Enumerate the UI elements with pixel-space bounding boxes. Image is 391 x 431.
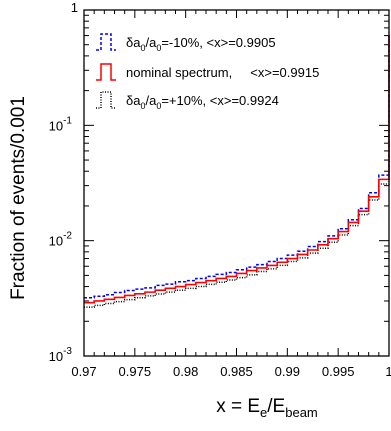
y-tick-exp: -3 [63, 346, 72, 357]
legend-label-2: δa0/a0=+10%, <x>=0.9924 [126, 93, 279, 111]
series-layer [84, 32, 390, 308]
legend-prefix: nominal spectrum, [126, 65, 232, 80]
legend-symbol-2 [96, 91, 116, 109]
tick-labels: 0.97 0.975 0.98 0.985 0.99 0.995 110-310-210-1… [49, 0, 391, 379]
x-axis-label-sub1: e [260, 405, 267, 420]
series-line-1 [84, 35, 390, 304]
legend-sub: 0 [156, 101, 161, 111]
x-tick-label: 0.985 [220, 364, 253, 379]
legend-sub: 0 [156, 43, 161, 53]
legend-mid: /a [145, 35, 157, 50]
legend-prefix: δa [126, 93, 141, 108]
x-tick-label: 0.975 [119, 364, 152, 379]
y-tick-label: 10-2 [49, 231, 73, 249]
y-tick-exp: -2 [63, 231, 72, 242]
y-tick-base: 1 [71, 0, 78, 15]
y-tick-base: 10 [49, 234, 63, 249]
legend-rest: =-10%, <x>=0.9905 [161, 35, 275, 50]
legend-rest: =+10%, <x>=0.9924 [161, 93, 278, 108]
legend-label-0: δa0/a0=-10%, <x>=0.9905 [126, 35, 276, 53]
y-axis-label: Fraction of events/0.001 [8, 96, 29, 300]
y-tick-label: 10-1 [49, 115, 73, 133]
x-tick-label: 0.98 [173, 364, 198, 379]
y-tick-base: 10 [49, 118, 63, 133]
plot-frame [83, 9, 390, 357]
x-tick-label: 0.99 [275, 364, 300, 379]
series-line-0 [84, 32, 390, 299]
legend-mid: /a [145, 93, 157, 108]
series-line-2 [84, 36, 390, 308]
y-tick-label: 1 [71, 0, 78, 15]
x-axis-label-sub2: beam [285, 405, 318, 420]
legend-symbol-1 [96, 63, 116, 81]
x-tick-label: 0.995 [322, 364, 355, 379]
legend-sub: 0 [140, 43, 145, 53]
y-tick-base: 10 [49, 349, 63, 364]
y-tick-exp: -1 [63, 115, 72, 126]
x-tick-label: 0.97 [71, 364, 96, 379]
x-tick-label: 1 [385, 364, 391, 379]
x-axis-label-main: x = E [216, 396, 260, 417]
legend-symbol-0 [96, 33, 116, 51]
y-tick-label: 10-3 [49, 346, 73, 364]
legend-label-1: nominal spectrum, <x>=0.9915 [126, 65, 319, 80]
axis-ticks [83, 9, 390, 357]
x-axis-label-mid: /E [267, 396, 285, 417]
legend-rest: <x>=0.9915 [232, 65, 319, 80]
legend-sub: 0 [140, 101, 145, 111]
x-axis-label: x = Ee/Ebeam [216, 396, 318, 420]
legend-prefix: δa [126, 35, 141, 50]
